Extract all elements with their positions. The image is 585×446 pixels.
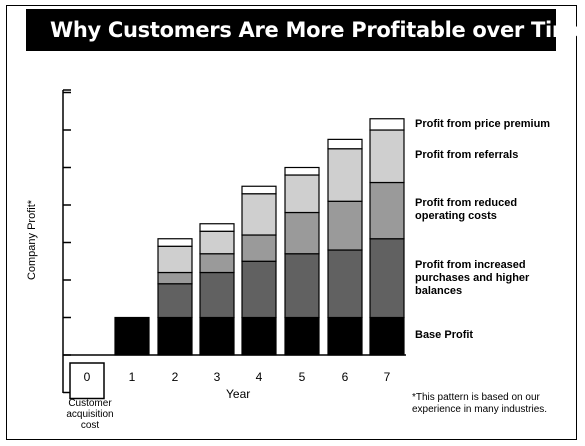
bar-segment: [157, 245, 193, 274]
x-tick-label: 6: [342, 370, 349, 384]
legend-price-premium: Profit from price premium: [415, 118, 551, 130]
bar-segment: [327, 316, 363, 356]
bar-segment: [369, 129, 405, 184]
x-axis-label: Year: [226, 387, 251, 401]
legend-referrals: Profit from referrals: [415, 149, 519, 161]
bar-segment: [369, 118, 405, 131]
bar-segment: [284, 211, 320, 255]
bar-segment: [199, 223, 235, 232]
bar-segment: [284, 253, 320, 319]
bar-segment: [369, 316, 405, 356]
x-tick-label: 1: [129, 370, 136, 384]
bar-segment: [199, 230, 235, 255]
bar-segment: [157, 316, 193, 356]
acquisition-cost-bar: [69, 362, 105, 400]
x-tick-label: 7: [384, 370, 391, 384]
bar-segment: [327, 200, 363, 251]
y-axis-label: Company Profit*: [26, 199, 38, 281]
chart-title: Why Customers Are More Profitable over T…: [26, 9, 585, 51]
bar-segment: [241, 193, 277, 236]
bar-segment: [114, 316, 150, 356]
x-tick-label: 2: [172, 370, 179, 384]
legend-operating-costs: Profit from reduced operating costs: [415, 197, 518, 222]
bar-segment: [199, 316, 235, 356]
bar-segment: [327, 138, 363, 150]
bar-segment: [199, 271, 235, 319]
x-tick-label: 5: [299, 370, 306, 384]
bar-segment: [241, 316, 277, 356]
bar-segment: [199, 253, 235, 274]
bar-segment: [241, 185, 277, 195]
x-tick-label: 0: [84, 370, 91, 384]
bar-segment: [157, 283, 193, 319]
acquisition-cost-label: Customer acquisition cost: [66, 398, 114, 431]
bar-segment: [157, 271, 193, 285]
bar-segment: [284, 166, 320, 176]
bar-segment: [284, 174, 320, 214]
x-tick-label: 3: [214, 370, 221, 384]
bar-segment: [327, 249, 363, 319]
footnote: *This pattern is based on our experience…: [412, 392, 548, 415]
legend-increased-purchases: Profit from increased purchases and high…: [415, 259, 530, 297]
bar-segment: [241, 260, 277, 319]
bar-segment: [284, 316, 320, 356]
bar-segment: [157, 238, 193, 247]
legend-base-profit: Base Profit: [415, 329, 474, 341]
bar-segment: [327, 148, 363, 202]
bar-segment: [369, 238, 405, 319]
bar-segment: [241, 234, 277, 262]
x-tick-label: 4: [256, 370, 263, 384]
bar-segment: [369, 181, 405, 240]
figure-frame: [6, 5, 577, 440]
